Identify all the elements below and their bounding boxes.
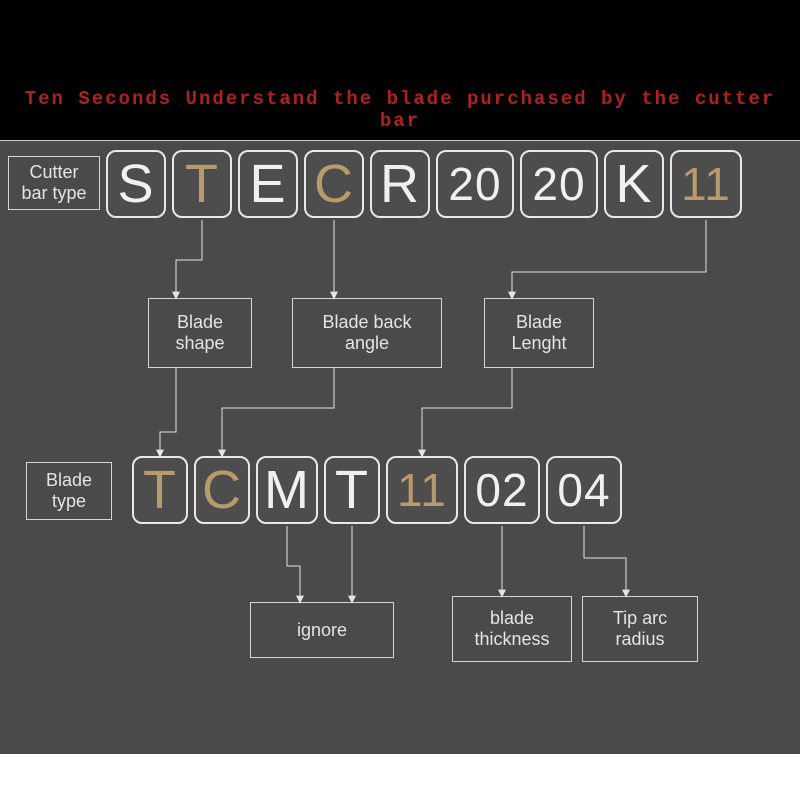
bottom-box-radius: Tip arc radius [582,596,698,662]
row2-tile-4: 11 [386,456,458,524]
mid-box-shape: Blade shape [148,298,252,368]
row1-tile-7: K [604,150,664,218]
row2-tile-6: 04 [546,456,622,524]
diagram-root: Ten Seconds Understand the blade purchas… [0,0,800,800]
row1-tile-1: T [172,150,232,218]
mid-box-back: Blade back angle [292,298,442,368]
blade-type-label: Blade type [26,462,112,520]
bottom-bar [0,754,800,800]
title-text: Ten Seconds Understand the blade purchas… [0,88,800,132]
row1-tile-3: C [304,150,364,218]
bottom-box-ignore: ignore [250,602,394,658]
row2-tile-2: M [256,456,318,524]
row1-tile-4: R [370,150,430,218]
row2-tile-0: T [132,456,188,524]
row1-tile-8: 11 [670,150,742,218]
row2-tile-1: C [194,456,250,524]
bottom-box-thickness: blade thickness [452,596,572,662]
row1-tile-2: E [238,150,298,218]
row1-tile-5: 20 [436,150,514,218]
row2-tile-5: 02 [464,456,540,524]
hairline [0,140,800,141]
mid-box-length: Blade Lenght [484,298,594,368]
row1-tile-6: 20 [520,150,598,218]
row1-tile-0: S [106,150,166,218]
cutter-bar-type-label: Cutter bar type [8,156,100,210]
row2-tile-3: T [324,456,380,524]
